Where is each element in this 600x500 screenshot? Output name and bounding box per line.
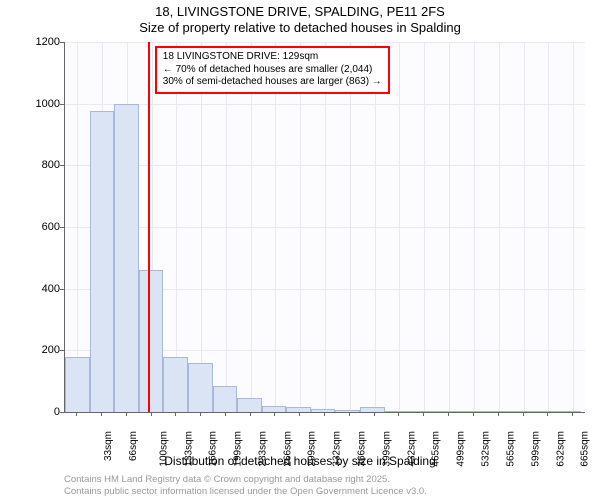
gridline-vertical [573, 42, 574, 412]
gridline-vertical [399, 42, 400, 412]
x-tick-mark [250, 412, 251, 416]
histogram-bar [90, 111, 115, 412]
x-tick-mark [547, 412, 548, 416]
gridline-vertical [524, 42, 525, 412]
y-tick-mark [60, 165, 64, 166]
gridline-vertical [275, 42, 276, 412]
y-tick-mark [60, 412, 64, 413]
x-tick-mark [349, 412, 350, 416]
y-tick-mark [60, 350, 64, 351]
x-tick-mark [473, 412, 474, 416]
histogram-bar [360, 407, 385, 412]
marker-line [148, 42, 150, 412]
plot-area: 18 LIVINGSTONE DRIVE: 129sqm← 70% of det… [64, 42, 585, 413]
x-tick-mark [200, 412, 201, 416]
x-tick-mark [101, 412, 102, 416]
gridline-vertical [251, 42, 252, 412]
x-tick-mark [498, 412, 499, 416]
x-tick-mark [572, 412, 573, 416]
chart-container: 18, LIVINGSTONE DRIVE, SPALDING, PE11 2F… [0, 0, 600, 500]
x-tick-mark [151, 412, 152, 416]
x-tick-mark [374, 412, 375, 416]
histogram-bar [139, 270, 164, 412]
gridline-vertical [424, 42, 425, 412]
annotation-box: 18 LIVINGSTONE DRIVE: 129sqm← 70% of det… [155, 46, 390, 94]
y-tick-label: 200 [42, 344, 60, 356]
histogram-bar [114, 104, 139, 412]
y-tick-mark [60, 42, 64, 43]
footer-line-2: Contains public sector information licen… [64, 486, 427, 498]
gridline-vertical [449, 42, 450, 412]
y-tick-label: 400 [42, 283, 60, 295]
x-tick-mark [175, 412, 176, 416]
gridline-vertical [499, 42, 500, 412]
histogram-bar [532, 411, 557, 412]
gridline-vertical [226, 42, 227, 412]
x-tick-mark [523, 412, 524, 416]
histogram-bar [65, 357, 90, 413]
footer-line-1: Contains HM Land Registry data © Crown c… [64, 474, 427, 486]
histogram-bar [508, 411, 533, 412]
gridline-vertical [300, 42, 301, 412]
x-tick-mark [225, 412, 226, 416]
gridline-vertical [474, 42, 475, 412]
y-tick-label: 1200 [36, 36, 60, 48]
y-tick-label: 0 [54, 406, 60, 418]
histogram-bar [163, 357, 188, 413]
chart-title: 18, LIVINGSTONE DRIVE, SPALDING, PE11 2F… [0, 4, 600, 19]
y-tick-label: 1000 [36, 98, 60, 110]
histogram-bar [434, 411, 459, 412]
gridline-vertical [350, 42, 351, 412]
x-tick-mark [299, 412, 300, 416]
histogram-bar [385, 411, 410, 412]
y-tick-label: 600 [42, 221, 60, 233]
annotation-line: 18 LIVINGSTONE DRIVE: 129sqm [163, 51, 382, 64]
gridline-vertical [201, 42, 202, 412]
histogram-bar [409, 411, 434, 412]
histogram-bar [335, 410, 360, 412]
x-tick-mark [448, 412, 449, 416]
x-tick-mark [423, 412, 424, 416]
y-tick-mark [60, 289, 64, 290]
x-tick-mark [126, 412, 127, 416]
histogram-bar [483, 411, 508, 412]
gridline-vertical [548, 42, 549, 412]
gridline-vertical [375, 42, 376, 412]
histogram-bar [458, 411, 483, 412]
annotation-line: ← 70% of detached houses are smaller (2,… [163, 64, 382, 77]
x-tick-mark [398, 412, 399, 416]
y-tick-mark [60, 227, 64, 228]
y-tick-label: 800 [42, 159, 60, 171]
x-tick-mark [324, 412, 325, 416]
x-tick-mark [274, 412, 275, 416]
x-axis-label: Distribution of detached houses by size … [0, 454, 600, 468]
histogram-bar [213, 386, 238, 412]
gridline-vertical [325, 42, 326, 412]
histogram-bar [188, 363, 213, 412]
y-tick-mark [60, 104, 64, 105]
chart-subtitle: Size of property relative to detached ho… [0, 20, 600, 35]
histogram-bar [557, 411, 582, 412]
histogram-bar [311, 409, 336, 412]
footer-text: Contains HM Land Registry data © Crown c… [64, 474, 427, 498]
annotation-line: 30% of semi-detached houses are larger (… [163, 76, 382, 89]
x-tick-mark [76, 412, 77, 416]
histogram-bar [237, 398, 262, 412]
